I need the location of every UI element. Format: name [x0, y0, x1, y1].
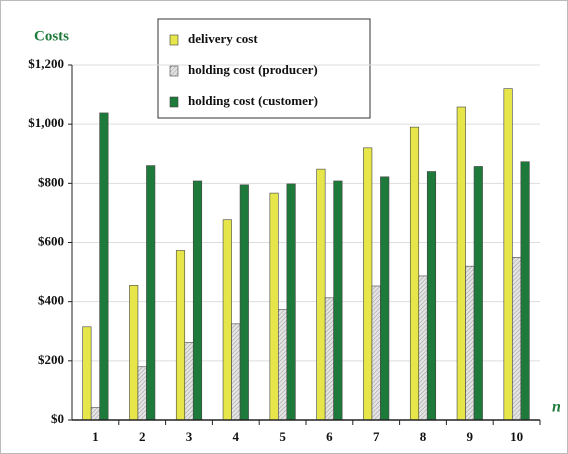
bar — [278, 309, 288, 421]
bar — [231, 323, 241, 421]
bar — [409, 126, 420, 421]
x-tick-label: 6 — [326, 429, 333, 444]
bar — [456, 106, 466, 421]
y-axis-label: Costs — [34, 28, 69, 44]
bar — [99, 112, 109, 421]
bar — [286, 183, 296, 421]
x-tick-label: 2 — [139, 429, 146, 444]
x-axis-label: n — [552, 399, 561, 416]
y-tick-label: $400 — [38, 293, 64, 308]
x-tick-label: 1 — [92, 429, 99, 444]
x-tick-label: 5 — [279, 429, 286, 444]
y-tick-label: $600 — [38, 233, 64, 248]
x-tick-label: 3 — [186, 429, 193, 444]
x-tick-label: 8 — [420, 429, 427, 444]
bar — [222, 219, 232, 421]
legend-swatch — [169, 96, 179, 108]
bar — [363, 147, 373, 421]
bar — [426, 171, 437, 421]
legend-label: delivery cost — [188, 31, 258, 46]
legend-box — [157, 18, 371, 119]
bar — [473, 166, 483, 421]
x-tick-label: 7 — [373, 429, 380, 444]
legend-swatch — [169, 65, 179, 77]
bar — [520, 161, 530, 421]
bar — [465, 265, 475, 421]
y-tick-label: $1,200 — [28, 56, 64, 71]
bar — [239, 184, 249, 421]
bar — [146, 165, 156, 421]
bar — [192, 180, 203, 421]
bar — [503, 88, 513, 421]
bar — [184, 342, 194, 421]
y-tick-label: $200 — [38, 352, 64, 367]
bar — [129, 285, 139, 421]
x-tick-label: 9 — [467, 429, 474, 444]
bar — [137, 366, 147, 421]
legend-label: holding cost (customer) — [188, 93, 318, 108]
x-tick-label: 4 — [233, 429, 240, 444]
bar — [90, 407, 100, 421]
bar — [316, 168, 326, 421]
y-tick-label: $1,000 — [28, 115, 64, 130]
legend-swatch — [169, 34, 179, 46]
legend-label: holding cost (producer) — [188, 62, 318, 77]
x-tick-label: 10 — [510, 429, 523, 444]
bar — [418, 275, 428, 421]
y-tick-label: $0 — [51, 411, 64, 426]
bar — [333, 180, 343, 421]
bar — [82, 326, 92, 421]
bar — [371, 285, 381, 421]
bar — [324, 297, 334, 421]
bar — [175, 250, 186, 421]
bar — [512, 256, 522, 421]
y-tick-label: $800 — [38, 174, 64, 189]
bar — [380, 176, 390, 421]
bar — [269, 192, 279, 421]
